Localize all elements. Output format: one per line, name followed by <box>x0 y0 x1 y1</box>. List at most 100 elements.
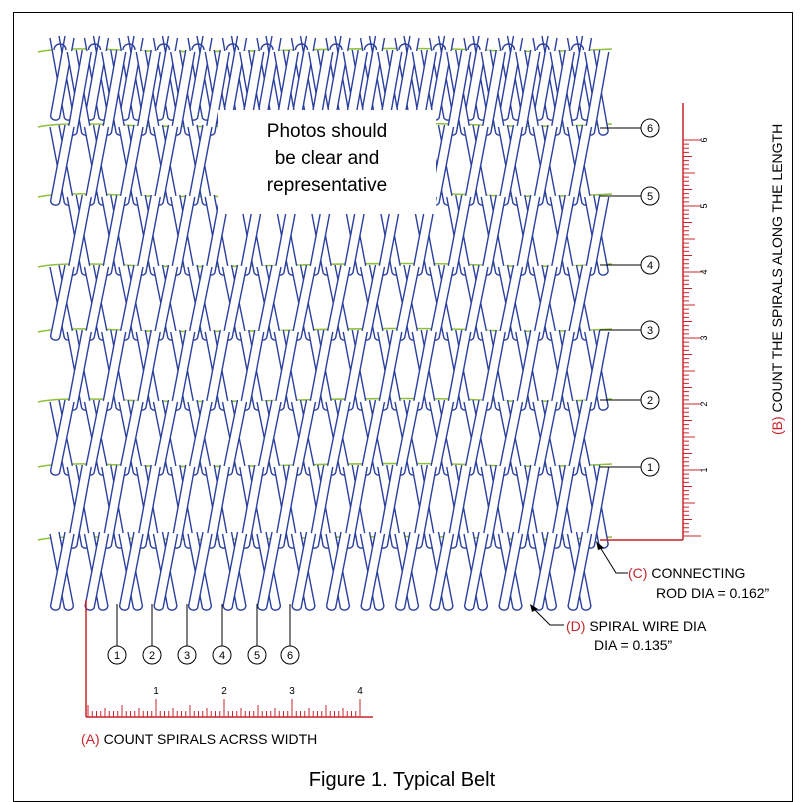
width-marker: 5 <box>247 604 267 665</box>
spiral-loop <box>377 329 403 411</box>
spiral-loop <box>532 124 558 206</box>
svg-text:4: 4 <box>647 260 653 272</box>
spiral-loop <box>83 124 110 206</box>
spiral-loop <box>256 531 282 611</box>
svg-text:1: 1 <box>114 650 120 662</box>
spiral-loop <box>187 399 213 476</box>
width-scale: 1 2 3 4 <box>86 686 373 718</box>
spiral-loop <box>480 329 506 411</box>
svg-text:6: 6 <box>647 123 653 135</box>
note-line-1: Photos should <box>267 121 387 142</box>
spiral-arch <box>501 43 516 51</box>
spiral-loop <box>170 329 196 411</box>
svg-text:2: 2 <box>647 395 653 407</box>
wire-callout-line-1: (D) SPIRAL WIRE DIA <box>566 618 707 634</box>
length-markers: 6 5 4 3 2 1 <box>600 118 660 477</box>
rod-callout-line-1: (C) CONNECTING <box>628 565 745 581</box>
spiral-loop <box>118 124 144 206</box>
wire-callout: (D) SPIRAL WIRE DIA DIA = 0.135” <box>530 604 707 653</box>
spiral-loop <box>480 49 506 136</box>
length-scale-label: (B) COUNT THE SPIRALS ALONG THE LENGTH <box>769 124 785 435</box>
spiral-loop <box>152 531 179 611</box>
spiral-loop <box>83 264 110 341</box>
note-line-3: representative <box>267 175 387 196</box>
width-markers: 1 2 3 4 5 6 <box>85 600 300 717</box>
spiral-arch <box>156 43 171 51</box>
svg-text:3: 3 <box>647 325 653 337</box>
spiral-loop <box>221 531 248 611</box>
length-marker: 6 <box>600 118 660 138</box>
spiral-arch <box>294 43 309 51</box>
spiral-loop <box>49 264 75 341</box>
svg-text:1: 1 <box>647 462 653 474</box>
svg-text:6: 6 <box>287 650 293 662</box>
spiral-loop <box>359 531 386 611</box>
spiral-loop <box>480 194 506 276</box>
spiral-loop <box>135 194 161 276</box>
length-scale-tick-label: 6 <box>699 137 709 142</box>
spiral-arch <box>570 43 585 51</box>
spiral-loop <box>66 49 92 136</box>
spiral-loop <box>49 124 75 206</box>
spiral-loop <box>308 329 334 411</box>
spiral-loop <box>566 264 593 341</box>
spiral-loop <box>152 399 179 476</box>
length-scale-tick-label: 2 <box>699 401 709 406</box>
spiral-loop <box>515 49 541 136</box>
length-scale-tick-label: 5 <box>699 203 709 208</box>
length-scale-text: COUNT THE SPIRALS ALONG THE LENGTH <box>769 124 785 413</box>
spiral-loop <box>463 124 489 206</box>
spiral-loop <box>118 531 144 611</box>
spiral-loop <box>411 329 437 411</box>
spiral-loop <box>342 329 368 411</box>
spiral-loop <box>66 194 92 276</box>
spiral-loop <box>101 194 127 276</box>
figure-caption: Figure 1. Typical Belt <box>309 769 496 791</box>
width-scale-text: COUNT SPIRALS ACRSS WIDTH <box>104 731 318 747</box>
width-scale-tick-label: 4 <box>357 686 363 697</box>
width-scale-tick-label: 2 <box>221 686 227 697</box>
spiral-loop <box>221 264 248 341</box>
width-marker: 6 <box>280 604 300 665</box>
spiral-loop <box>463 531 489 611</box>
spiral-loop <box>549 329 575 411</box>
spiral-loop <box>66 329 92 411</box>
spiral-loop <box>428 399 455 476</box>
spiral-loop <box>584 329 610 411</box>
spiral-loop <box>135 49 161 136</box>
spiral-loop <box>566 531 593 611</box>
spiral-arch <box>432 43 447 51</box>
svg-text:5: 5 <box>647 191 653 203</box>
spiral-loop <box>83 399 110 476</box>
spiral-arch <box>191 43 205 51</box>
wire-callout-line-2: DIA = 0.135” <box>594 637 673 653</box>
spiral-loop <box>290 264 317 341</box>
spiral-loop <box>446 329 472 411</box>
rod-callout: (C) CONNECTING ROD DIA = 0.162” <box>596 541 770 601</box>
spiral-arch <box>260 43 274 51</box>
spiral-loop <box>532 264 558 341</box>
spiral-loop <box>532 531 558 611</box>
spiral-loop <box>497 531 524 611</box>
spiral-loop <box>515 194 541 276</box>
svg-text:2: 2 <box>149 650 155 662</box>
spiral-loop <box>446 194 472 276</box>
spiral-arch <box>53 43 67 51</box>
spiral-loop <box>566 124 593 206</box>
spiral-arch <box>398 43 412 51</box>
spiral-loop <box>325 399 351 476</box>
spiral-loop <box>566 399 593 476</box>
width-marker: 4 <box>212 604 232 665</box>
spiral-loop <box>446 49 472 136</box>
length-scale: 1 2 3 4 5 6 <box>600 103 709 541</box>
spiral-loop <box>152 124 179 206</box>
spiral-loop <box>549 194 575 276</box>
spiral-loop <box>101 49 127 136</box>
spiral-loop <box>549 49 575 136</box>
spiral-loop <box>49 531 75 611</box>
width-scale-tick-label: 3 <box>289 686 295 697</box>
spiral-loop <box>463 264 489 341</box>
length-marker: 3 <box>600 320 660 340</box>
width-marker: 2 <box>142 604 162 665</box>
